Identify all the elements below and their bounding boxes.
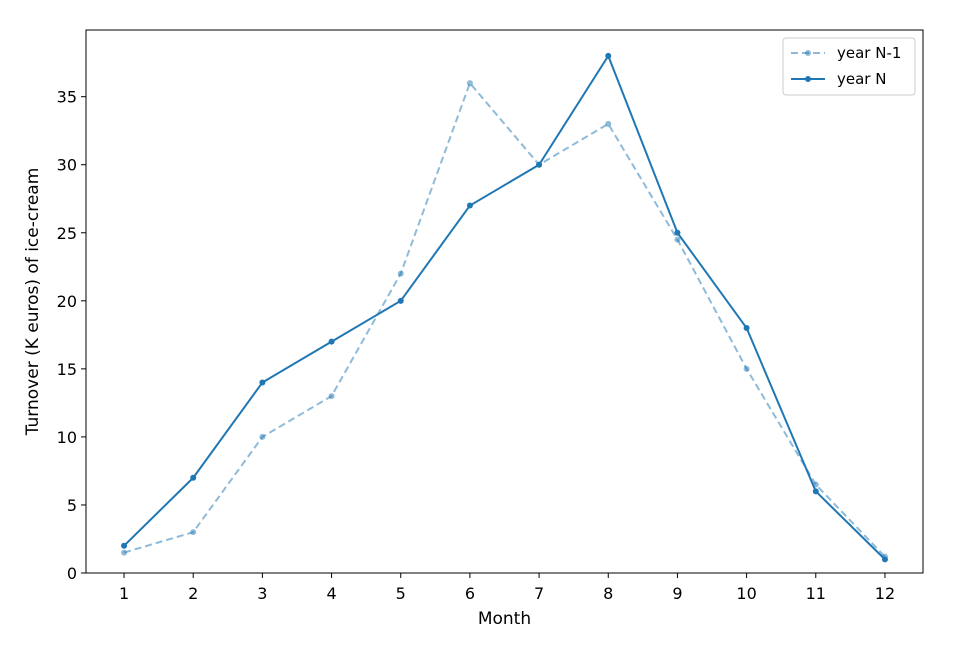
series-line-1 — [123, 82, 886, 558]
x-axis-label: Month — [478, 609, 531, 629]
y-tick-label: 30 — [57, 156, 77, 175]
legend-label-1: year N-1 — [837, 44, 901, 62]
y-tick-label: 15 — [57, 360, 77, 379]
series-2-point — [605, 52, 612, 59]
x-tick-label: 11 — [806, 584, 826, 603]
x-tick-label: 3 — [257, 584, 267, 603]
y-axis-label: Turnover (K euros) of ice-cream — [23, 168, 43, 437]
y-tick-label: 25 — [57, 224, 77, 243]
x-tick-label: 7 — [534, 584, 544, 603]
series-2-point — [674, 229, 681, 236]
series-2-point — [536, 161, 543, 168]
series-1-point — [328, 393, 335, 400]
series-2-point — [190, 474, 197, 481]
y-tick-label: 5 — [67, 496, 77, 515]
series-2-point — [881, 556, 888, 563]
legend-label-2: year N — [837, 70, 886, 88]
x-tick-label: 8 — [603, 584, 613, 603]
series-1-point — [121, 549, 128, 556]
series-2-point — [121, 542, 128, 549]
plot-frame — [85, 29, 924, 574]
x-tick-label: 2 — [188, 584, 198, 603]
y-axis: 0 5 10 15 20 25 30 35 — [57, 88, 86, 583]
series-2-point — [259, 379, 266, 386]
series-1-point — [605, 120, 612, 127]
x-tick-label: 6 — [465, 584, 475, 603]
x-tick-label: 10 — [736, 584, 756, 603]
y-tick-label: 10 — [57, 428, 77, 447]
y-tick-label: 20 — [57, 292, 77, 311]
y-tick-label: 0 — [67, 564, 77, 583]
x-tick-label: 12 — [875, 584, 895, 603]
series-2-point — [743, 325, 750, 332]
y-tick-label: 35 — [57, 88, 77, 107]
series-2-point — [397, 297, 404, 304]
x-tick-label: 4 — [326, 584, 336, 603]
legend-marker-1 — [805, 50, 811, 56]
series-1-point — [743, 365, 750, 372]
x-tick-label: 1 — [119, 584, 129, 603]
x-tick-label: 5 — [396, 584, 406, 603]
legend: year N-1 year N — [782, 37, 916, 96]
x-axis: 1 2 3 4 5 6 7 8 9 10 11 12 — [119, 573, 895, 603]
series-1-point — [190, 529, 197, 536]
series-1-point — [397, 270, 404, 277]
series-1-point — [466, 80, 473, 87]
legend-marker-2 — [805, 76, 811, 82]
x-tick-label: 9 — [672, 584, 682, 603]
series-1-point — [674, 236, 681, 243]
series-2-point — [466, 202, 473, 209]
series-2-point — [812, 488, 819, 495]
series-line-2 — [123, 54, 886, 561]
series-2-point — [328, 338, 335, 345]
series-layer — [121, 52, 888, 563]
series-1-point — [259, 433, 266, 440]
